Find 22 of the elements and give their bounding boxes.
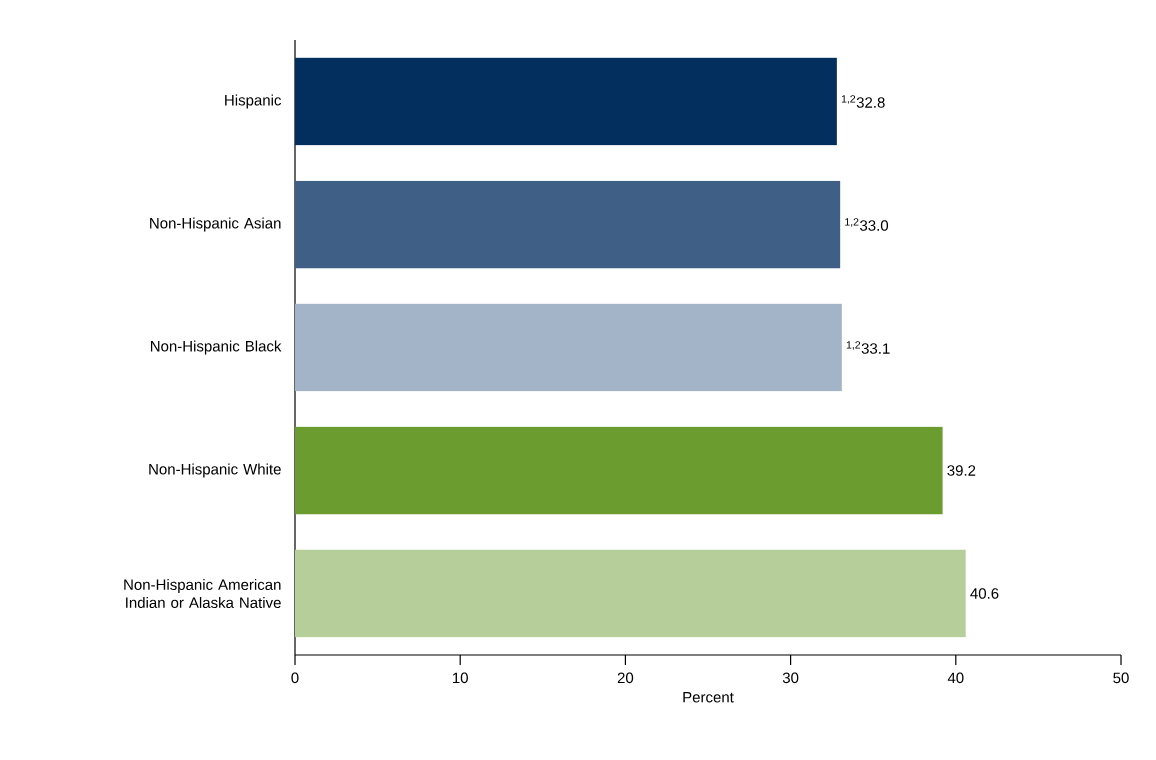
data-label: $^{1,2}$32.8	[841, 95, 885, 108]
bar	[295, 426, 943, 515]
data-label: 40.6	[970, 588, 999, 599]
y-tick-label: Non-Hispanic White	[149, 463, 281, 478]
bar	[295, 57, 837, 146]
y-tick-label: Non-Hispanic Asian	[150, 217, 281, 232]
x-tick-label: 20	[617, 672, 634, 684]
data-label: 39.2	[947, 465, 976, 476]
data-label: $^{1,2}$33.0	[845, 218, 889, 231]
y-tick-label: Hispanic	[225, 94, 282, 109]
bar	[295, 303, 842, 392]
data-label: $^{1,2}$33.1	[846, 341, 890, 354]
y-tick-label: Non-Hispanic American Indian or Alaska Native	[124, 579, 281, 609]
bar	[295, 180, 841, 269]
x-tick-label: 10	[453, 672, 468, 684]
bar	[295, 549, 966, 638]
x-tick-label: 50	[1113, 672, 1129, 684]
x-tick-label: 40	[947, 672, 964, 684]
x-axis-title: Percent	[683, 692, 734, 703]
x-tick-label: 0	[291, 672, 299, 684]
x-tick-label: 30	[782, 672, 799, 684]
y-tick-label: Non-Hispanic Black	[150, 340, 282, 355]
